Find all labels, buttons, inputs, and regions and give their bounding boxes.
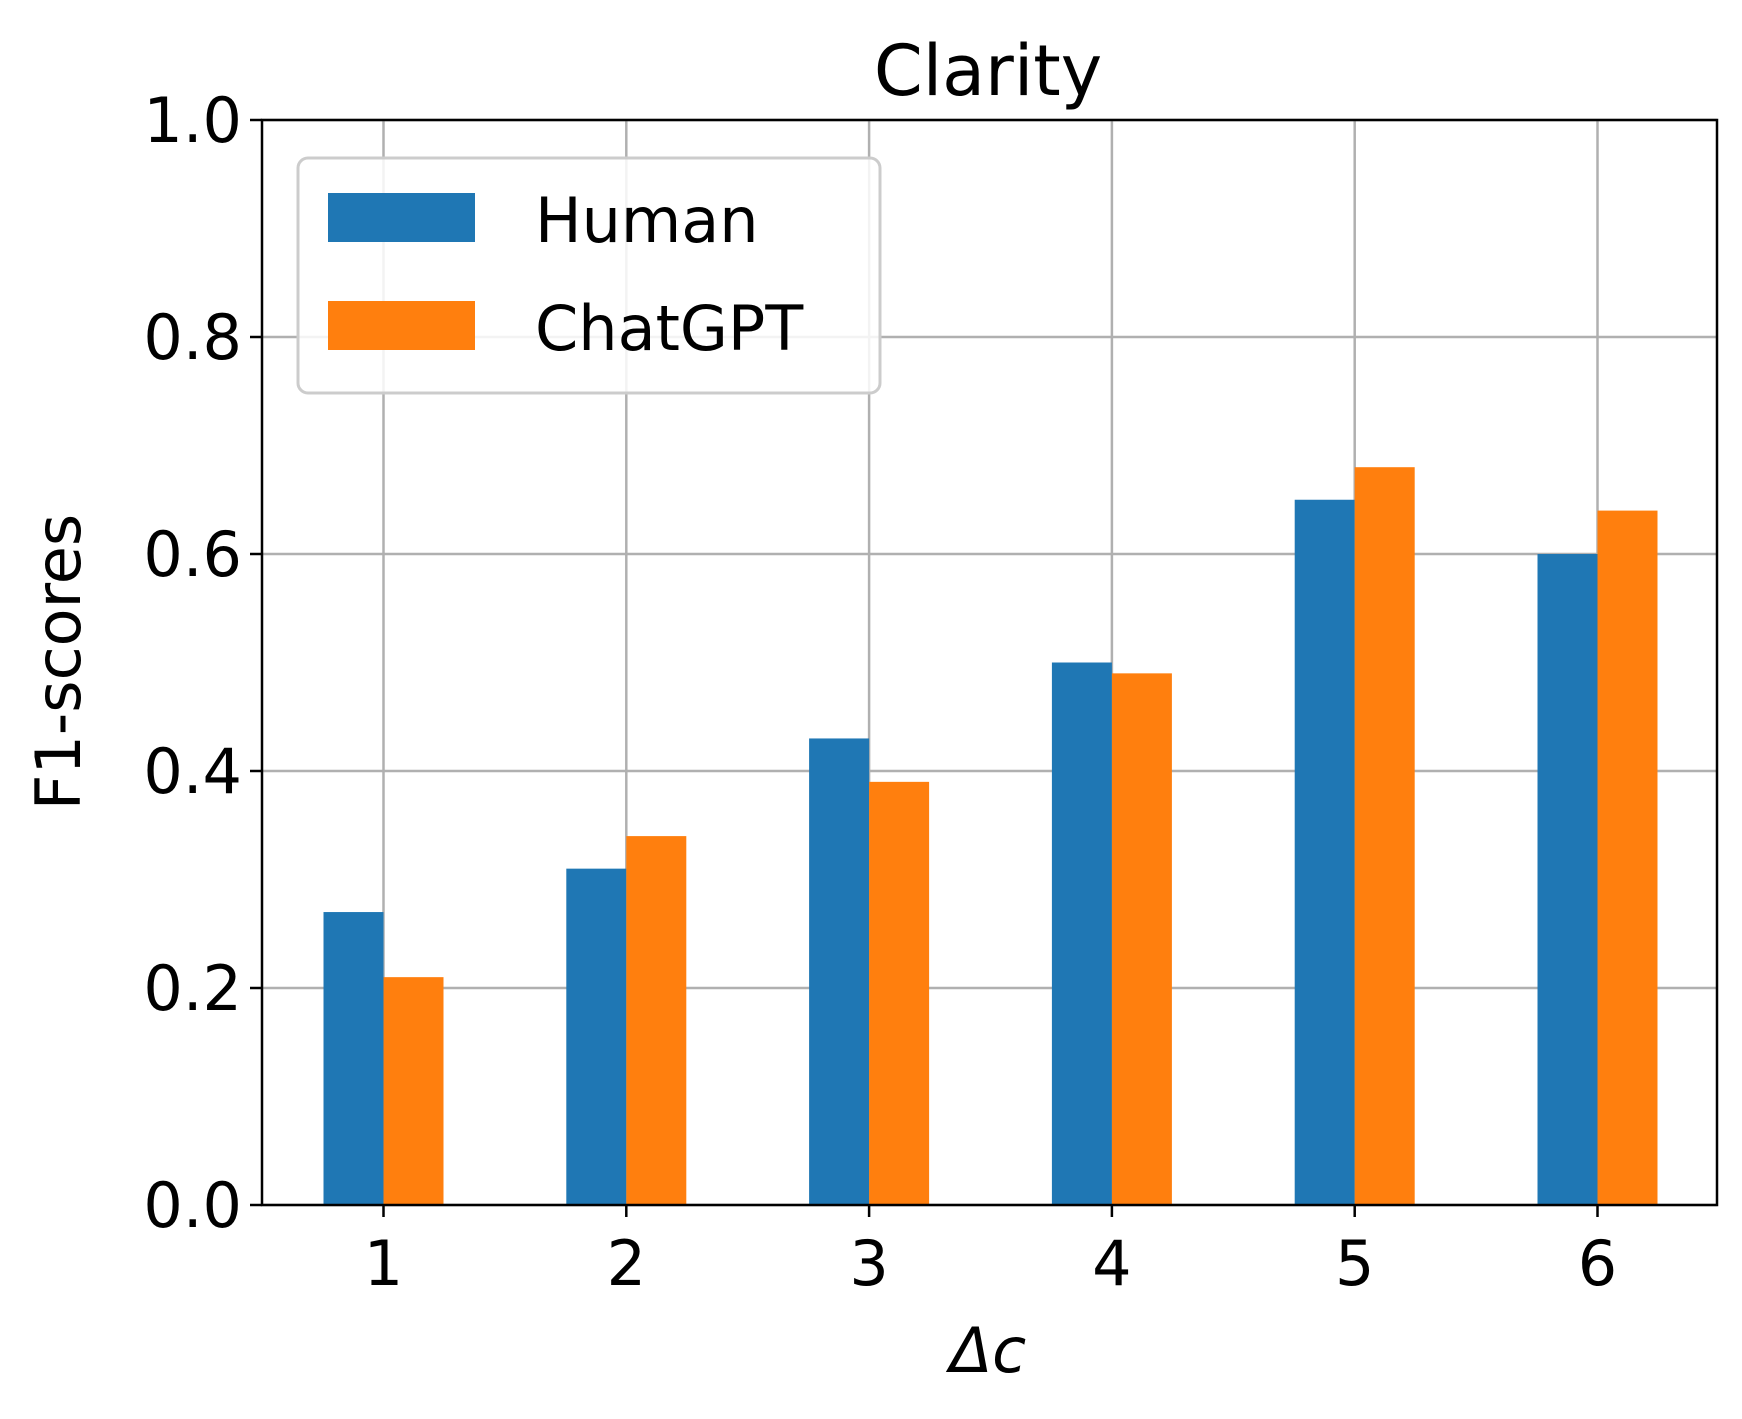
plot-frame xyxy=(260,118,1719,1207)
bar-human-5 xyxy=(1294,499,1355,1205)
axis-ticks: 0.0 0.2 0.4 0.6 0.8 1.0 1 2 3 4 5 6 xyxy=(143,84,1617,1300)
x-axis-label: Δc xyxy=(946,1314,1027,1387)
legend: Human ChatGPT xyxy=(296,156,882,395)
bar-chatgpt-2 xyxy=(626,836,687,1205)
bar-chatgpt-5 xyxy=(1354,467,1415,1205)
x-tick-label: 2 xyxy=(607,1227,646,1300)
bar-human-2 xyxy=(566,868,627,1205)
x-tick-label: 4 xyxy=(1092,1227,1131,1300)
bar-chatgpt-3 xyxy=(869,781,930,1205)
x-tick-label: 1 xyxy=(364,1227,403,1300)
bar-human-4 xyxy=(1051,662,1112,1205)
y-tick-label: 1.0 xyxy=(143,84,242,157)
x-tick-label: 6 xyxy=(1578,1227,1617,1300)
legend-label-human: Human xyxy=(535,184,759,257)
chart-title: Clarity xyxy=(874,30,1102,112)
y-tick-label: 0.2 xyxy=(143,952,242,1025)
y-tick-label: 0.8 xyxy=(143,301,242,374)
y-tick-label: 0.0 xyxy=(143,1169,242,1242)
y-axis-label: F1-scores xyxy=(22,514,95,810)
bar-chatgpt-6 xyxy=(1597,510,1658,1206)
bar-human-3 xyxy=(809,738,870,1205)
bar-chatgpt-1 xyxy=(383,977,444,1205)
y-tick-label: 0.4 xyxy=(143,735,242,808)
legend-label-chatgpt: ChatGPT xyxy=(535,292,804,365)
y-tick-label: 0.6 xyxy=(143,518,242,591)
legend-swatch-chatgpt xyxy=(328,301,475,350)
bar-human-6 xyxy=(1537,554,1598,1205)
legend-swatch-human xyxy=(328,193,475,242)
bars xyxy=(323,467,1658,1206)
x-tick-label: 3 xyxy=(849,1227,888,1300)
bar-chatgpt-4 xyxy=(1111,673,1172,1205)
x-tick-label: 5 xyxy=(1335,1227,1374,1300)
bar-human-1 xyxy=(323,912,384,1205)
